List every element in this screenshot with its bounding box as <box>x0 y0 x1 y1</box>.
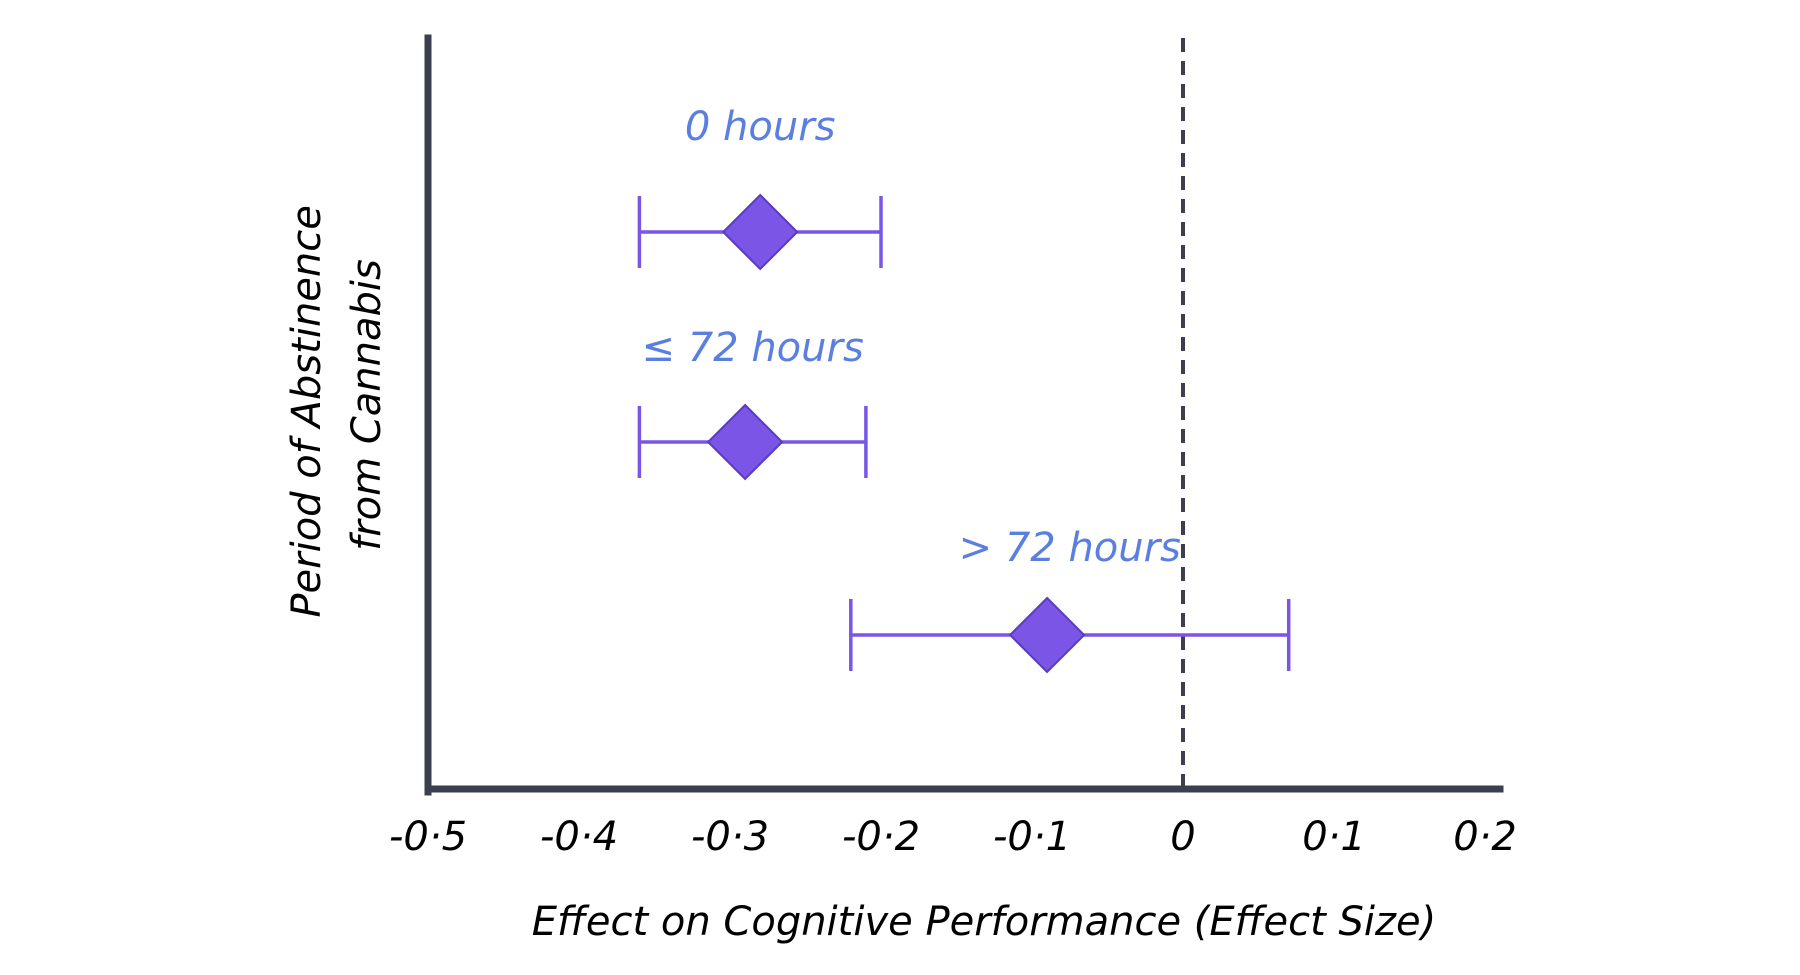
group-label: ≤ 72 hours <box>641 325 863 371</box>
x-tick-labels: -0·5 -0·4 -0·3 -0·2 -0·1 0 0·1 0·2 <box>389 814 1517 860</box>
x-axis-title: Effect on Cognitive Performance (Effect … <box>532 899 1437 945</box>
group-label: > 72 hours <box>959 525 1181 571</box>
estimate-diamond-marker <box>706 403 784 481</box>
estimate-diamond-marker <box>1008 596 1086 674</box>
x-tick-label: 0·2 <box>1453 814 1517 860</box>
x-tick-label: -0·5 <box>389 814 467 860</box>
plot-area: 0 hours ≤ 72 hours > 72 hours <box>424 34 1504 796</box>
group-label: 0 hours <box>685 104 836 150</box>
x-tick-label: 0 <box>1170 814 1195 860</box>
x-tick-label: -0·3 <box>691 814 769 860</box>
y-axis-title: Period of Abstinence from Cannabis <box>284 192 390 617</box>
x-tick-label: -0·1 <box>993 814 1071 860</box>
y-axis-title-line-2: from Cannabis <box>344 259 390 551</box>
x-tick-label: 0·1 <box>1302 814 1366 860</box>
y-axis-title-line-1: Period of Abstinence <box>284 205 330 617</box>
x-tick-label: -0·4 <box>540 814 618 860</box>
x-tick-label: -0·2 <box>842 814 920 860</box>
estimate-diamond-marker <box>721 193 799 271</box>
